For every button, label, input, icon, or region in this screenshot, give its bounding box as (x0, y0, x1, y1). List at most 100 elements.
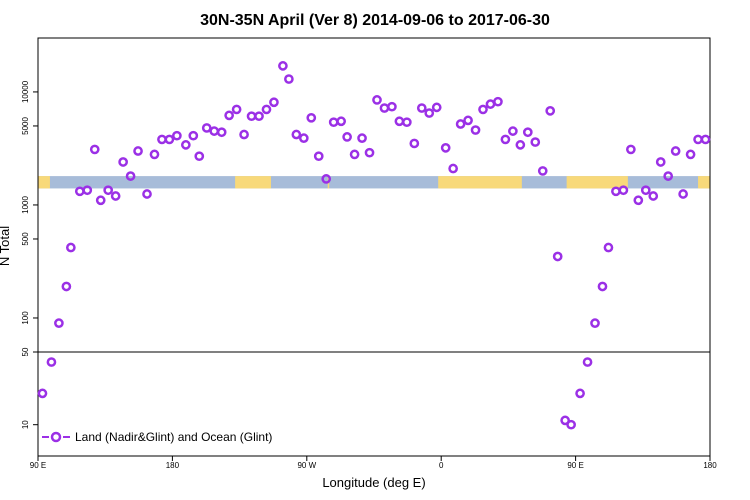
data-point (493, 96, 503, 107)
data-point (478, 104, 488, 115)
data-point (149, 149, 160, 160)
data-point (209, 126, 220, 136)
x-tick-label: 0 (439, 461, 444, 470)
data-point (278, 61, 288, 71)
data-point (328, 117, 339, 128)
data-point (313, 151, 324, 162)
data-point (74, 186, 85, 197)
data-point (530, 137, 541, 147)
data-point (515, 140, 526, 150)
data-point (582, 357, 593, 367)
data-point (603, 242, 614, 253)
data-point (431, 102, 442, 113)
data-point (552, 251, 563, 262)
data-point (133, 146, 143, 156)
data-point (284, 74, 294, 84)
data-point (110, 191, 121, 201)
land-segment (566, 176, 628, 189)
data-point (545, 106, 556, 116)
plot-frame (37, 37, 711, 457)
data-point (261, 104, 272, 115)
data-point (180, 140, 191, 150)
x-tick-label: 180 (703, 461, 717, 470)
land-segment (698, 176, 710, 189)
data-point (655, 157, 666, 167)
data-point (379, 103, 390, 113)
data-point (440, 143, 451, 153)
y-tick-label: 5000 (21, 117, 30, 135)
data-point (231, 104, 242, 115)
data-point (349, 149, 360, 160)
data-point (118, 157, 128, 167)
x-axis-title: Longitude (deg E) (322, 475, 425, 490)
data-point (485, 99, 496, 109)
data-point (54, 318, 64, 328)
data-point (239, 129, 249, 140)
data-point (700, 134, 711, 145)
data-point (463, 115, 473, 126)
data-point (66, 242, 76, 253)
data-point (142, 189, 152, 199)
data-point (448, 163, 458, 174)
data-point (455, 119, 466, 129)
legend-label: Land (Nadir&Glint) and Ocean (Glint) (75, 430, 272, 444)
x-tick-label: 90 W (297, 461, 316, 470)
chart-title: 30N-35N April (Ver 8) 2014-09-06 to 2017… (200, 12, 550, 29)
x-axis: 90 E 180 90 W 0 90 E 180 (30, 456, 717, 470)
y-tick-label: 10000 (21, 80, 30, 103)
data-point (611, 186, 621, 197)
data-point (188, 130, 199, 141)
data-point (560, 415, 570, 426)
y-tick-label: 500 (21, 232, 30, 246)
data-point (95, 195, 106, 206)
data-point (626, 144, 636, 155)
x-tick-label: 90 E (30, 461, 46, 470)
data-point (216, 127, 227, 138)
data-point (103, 185, 114, 196)
data-point (424, 108, 435, 118)
data-point (590, 318, 600, 328)
legend-marker (50, 431, 62, 443)
data-point (685, 149, 696, 160)
data-point (125, 171, 136, 181)
data-point (298, 133, 309, 143)
data-point (224, 110, 234, 121)
data-point (291, 129, 302, 140)
land-segment (235, 176, 271, 189)
data-point (508, 126, 518, 136)
data-point (500, 134, 511, 145)
data-point (321, 174, 332, 184)
data-point (37, 388, 48, 399)
data-point (416, 103, 427, 113)
x-tick-label: 180 (166, 461, 180, 470)
data-point (575, 388, 585, 399)
data-point (522, 127, 533, 138)
land-segment (438, 176, 522, 189)
y-axis: 100 500 1000 5000 10000 10 50 (21, 80, 38, 429)
y-axis-title: N Total (0, 226, 12, 266)
data-point (157, 134, 167, 145)
data-point (470, 125, 481, 135)
data-point (394, 116, 405, 127)
data-point (618, 185, 629, 196)
y-tick-label: 1000 (21, 196, 30, 214)
legend: Land (Nadir&Glint) and Ocean (Glint) (42, 430, 272, 444)
y-tick-label: 50 (21, 347, 30, 356)
data-point (194, 151, 205, 162)
data-point (364, 147, 375, 158)
data-points (37, 61, 711, 430)
data-point (46, 357, 57, 367)
data-point (246, 111, 257, 122)
data-point (663, 171, 674, 181)
data-point (342, 132, 352, 142)
x-tick-label: 90 E (567, 461, 583, 470)
data-point (306, 112, 317, 123)
data-point (269, 97, 279, 108)
data-point (89, 144, 100, 155)
data-point (372, 95, 382, 105)
data-point (336, 116, 346, 127)
data-point (648, 191, 659, 201)
data-point (402, 117, 412, 128)
data-point (164, 134, 175, 145)
